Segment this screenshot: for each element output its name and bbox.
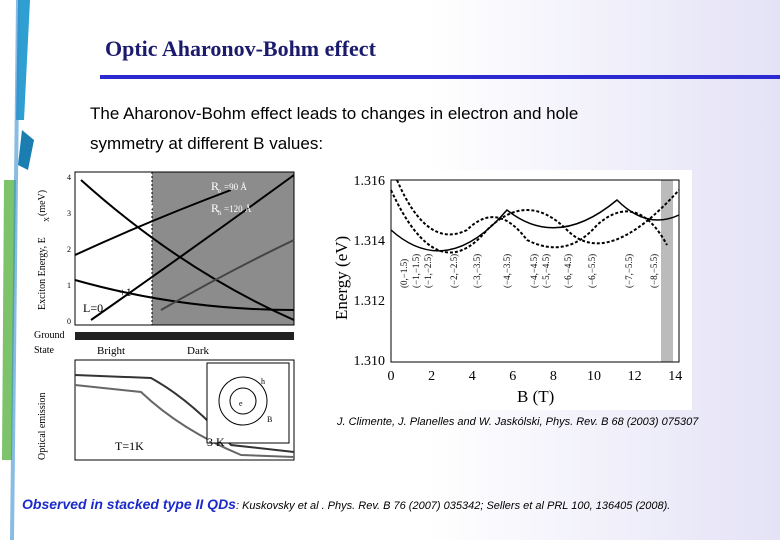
- ground-label: Ground: [34, 330, 65, 341]
- state-label: (−3,−3.5): [472, 254, 482, 288]
- region-label: Bright: [97, 345, 125, 357]
- x-tick-label: 6: [509, 369, 516, 384]
- x-tick-label: 12: [628, 369, 642, 384]
- x-tick-label: 2: [428, 369, 435, 384]
- y-axis-label: (meV): [37, 190, 48, 216]
- left-figure: Exciton Energy, E X (meV) 4 3 2 1 0 +2 -1 +1 L=0 Re…: [31, 160, 303, 464]
- y-tick-label: 1: [67, 281, 71, 290]
- radius-label: e: [218, 187, 221, 195]
- x-tick-label: 10: [587, 369, 601, 384]
- body-line: symmetry at different B values:: [90, 134, 324, 153]
- footer: Observed in stacked type II QDs: Kuskovs…: [22, 496, 670, 512]
- title: Optic Aharonov-Bohm effect: [105, 36, 376, 61]
- y-tick-label: 1.310: [354, 354, 386, 369]
- curve-label: +2: [141, 201, 154, 215]
- x-tick-label: 0: [388, 369, 395, 384]
- y-axis-label: Energy (eV): [332, 236, 351, 320]
- decor-stripe: [2, 0, 34, 540]
- inset-label: B: [267, 415, 272, 424]
- curve-label: L=0: [83, 301, 103, 315]
- state-label: (−8,−5.5): [649, 254, 659, 288]
- y-axis-label: X: [43, 217, 51, 222]
- x-tick-label: 14: [668, 369, 682, 384]
- y-tick-label: 1.312: [354, 294, 386, 309]
- state-label: (−4,−4.5): [529, 254, 539, 288]
- y-tick-label: 0: [67, 317, 71, 326]
- y-tick-label: 1.314: [354, 234, 386, 249]
- temp-label: T=1K: [115, 439, 144, 453]
- y-tick-label: 3: [67, 209, 71, 218]
- y-tick-label: 1.316: [354, 174, 386, 189]
- state-label: (−5,−4.5): [541, 254, 551, 288]
- radius-label: R: [211, 179, 219, 193]
- region-label: Dark: [187, 345, 209, 357]
- inset-label: e: [239, 399, 243, 408]
- y-axis-label: Exciton Energy, E: [37, 237, 48, 310]
- state-label: (−4,−3.5): [502, 254, 512, 288]
- footer-highlight: Observed in stacked type II QDs: [22, 496, 236, 512]
- radius-label: =120 Å: [224, 204, 252, 214]
- state-label: (−1,−1.5): [411, 254, 421, 288]
- state-label: (0,−1.5): [399, 259, 409, 288]
- ground-label: State: [34, 345, 55, 356]
- state-label: (−6,−4.5): [563, 254, 573, 288]
- inset-label: h: [261, 377, 265, 386]
- x-tick-label: 4: [469, 369, 476, 384]
- body-line: The Aharonov-Bohm effect leads to change…: [90, 104, 579, 123]
- y-tick-label: 4: [67, 173, 71, 182]
- state-label: (−6,−5.5): [587, 254, 597, 288]
- x-axis-label: B (T): [517, 387, 554, 406]
- state-label: (−2,−2.5): [449, 254, 459, 288]
- state-label: (−7,−5.5): [624, 254, 634, 288]
- state-label: (−1,−2.5): [423, 254, 433, 288]
- footer-text: : Kuskovsky et al . Phys. Rev. B 76 (200…: [235, 500, 671, 512]
- radius-label: =90 Å: [224, 182, 247, 192]
- citation: J. Climente, J. Planelles and W. Jaskóls…: [337, 416, 699, 428]
- temp-label: 3 K: [207, 435, 225, 449]
- y-axis-label: Optical emission: [37, 393, 48, 461]
- title-rule: [100, 75, 780, 79]
- curve-label: -1: [119, 247, 129, 261]
- curve-label: +1: [119, 285, 132, 299]
- y-tick-label: 2: [67, 245, 71, 254]
- radius-label: R: [211, 201, 219, 215]
- x-tick-label: 8: [550, 369, 557, 384]
- radius-label: h: [218, 209, 222, 217]
